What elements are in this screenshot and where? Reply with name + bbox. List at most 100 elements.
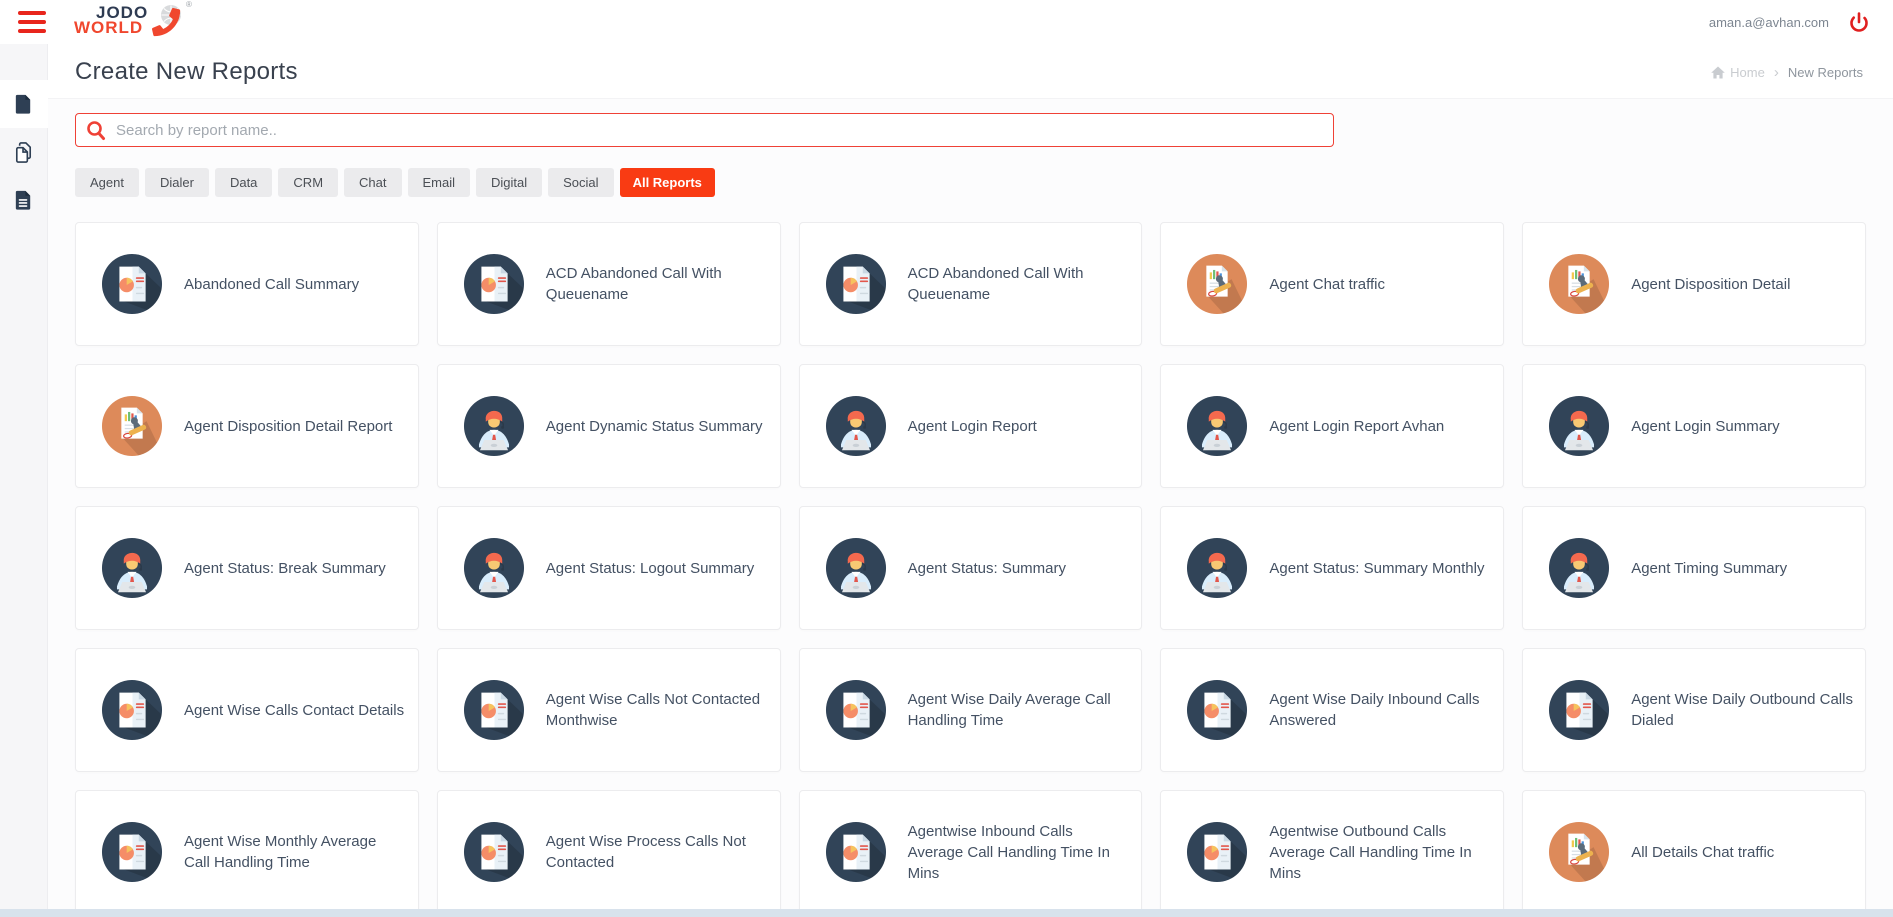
copy-icon — [15, 141, 32, 163]
filter-tab-data[interactable]: Data — [214, 168, 273, 197]
agent-icon — [1548, 395, 1610, 457]
report-card[interactable]: Agent Wise Daily Average Call Handling T… — [798, 648, 1143, 772]
stamp-report-icon — [1548, 821, 1610, 883]
report-card[interactable]: Agent Status: Logout Summary — [436, 506, 781, 630]
doc-report-icon — [101, 821, 163, 883]
logo-line2: WORLD — [74, 18, 144, 37]
agent-icon — [1186, 537, 1248, 599]
filter-tab-email[interactable]: Email — [407, 168, 471, 197]
filter-tabs: Agent Dialer Data CRM Chat Email Digital Social… — [75, 168, 1866, 197]
report-name: Agent Status: Summary — [907, 559, 1066, 577]
report-name: Agent Wise Process Calls Not Contacted — [545, 833, 746, 871]
report-name: Agent Disposition Detail — [1631, 275, 1791, 293]
report-card[interactable]: Agentwise Outbound Calls Average Call Ha… — [1160, 790, 1505, 914]
report-name: Agent Login Report — [907, 417, 1037, 435]
phone-globe-icon — [148, 2, 186, 40]
report-name: Agent Wise Daily Inbound Calls Answered — [1269, 691, 1480, 729]
filter-tab-chat[interactable]: Chat — [344, 168, 402, 197]
report-card[interactable]: Agent Dynamic Status Summary — [436, 364, 781, 488]
doc-report-icon — [463, 679, 525, 741]
reports-grid: Abandoned Call Summary ACD Abandoned Cal… — [75, 222, 1866, 914]
report-card[interactable]: Agent Status: Summary — [798, 506, 1143, 630]
report-card[interactable]: Agent Login Report — [798, 364, 1143, 488]
doc-report-icon — [825, 253, 887, 315]
report-card[interactable]: Agent Wise Calls Not Contacted Monthwise — [436, 648, 781, 772]
sidebar-item-copy-reports[interactable] — [0, 128, 48, 176]
agent-icon — [101, 537, 163, 599]
report-card[interactable]: Abandoned Call Summary — [75, 222, 419, 346]
sidebar-item-report-list[interactable] — [0, 176, 48, 224]
filter-tab-all-reports[interactable]: All Reports — [619, 168, 715, 197]
search-input[interactable] — [75, 113, 1334, 147]
file-text-icon — [15, 190, 31, 210]
report-card[interactable]: Agent Wise Monthly Average Call Handling… — [75, 790, 419, 914]
logo-line1: JODO — [96, 3, 149, 22]
report-name: Agent Timing Summary — [1631, 559, 1788, 577]
agent-icon — [463, 395, 525, 457]
left-sidebar — [0, 44, 48, 917]
hamburger-menu-icon[interactable] — [18, 11, 46, 33]
report-name: Agent Disposition Detail Report — [184, 417, 393, 435]
report-card[interactable]: Agent Timing Summary — [1522, 506, 1866, 630]
report-name: Abandoned Call Summary — [184, 275, 360, 293]
report-card[interactable]: Agent Status: Break Summary — [75, 506, 419, 630]
report-name: Agent Wise Calls Contact Details — [184, 701, 405, 719]
report-name: Agent Chat traffic — [1269, 275, 1386, 293]
report-card[interactable]: Agent Login Summary — [1522, 364, 1866, 488]
report-card[interactable]: Agent Wise Daily Outbound Calls Dialed — [1522, 648, 1866, 772]
breadcrumb: Home › New Reports — [1711, 64, 1863, 81]
logout-power-icon[interactable] — [1847, 10, 1871, 34]
report-name: Agent Wise Daily Outbound Calls Dialed — [1631, 691, 1853, 729]
filter-tab-dialer[interactable]: Dialer — [144, 168, 209, 197]
report-name: Agentwise Outbound Calls Average Call Ha… — [1269, 822, 1472, 882]
filter-tab-agent[interactable]: Agent — [75, 168, 139, 197]
stamp-report-icon — [1186, 253, 1248, 315]
report-name: Agent Wise Monthly Average Call Handling… — [184, 833, 377, 871]
home-icon — [1711, 66, 1725, 78]
report-name: Agent Wise Daily Average Call Handling T… — [907, 691, 1111, 729]
report-name: Agent Wise Calls Not Contacted Monthwise — [545, 691, 761, 729]
filter-tab-crm[interactable]: CRM — [278, 168, 339, 197]
sidebar-item-new-report[interactable] — [0, 80, 48, 128]
filter-tab-social[interactable]: Social — [548, 168, 614, 197]
report-card[interactable]: All Details Chat traffic — [1522, 790, 1866, 914]
report-card[interactable]: Agentwise Inbound Calls Average Call Han… — [798, 790, 1143, 914]
agent-icon — [463, 537, 525, 599]
report-name: ACD Abandoned Call With Queuename — [907, 265, 1084, 303]
jodo-world-logo: JODO WORLD ® — [74, 1, 194, 42]
report-name: Agent Login Report Avhan — [1269, 417, 1445, 435]
report-name: Agent Status: Break Summary — [184, 559, 386, 577]
agent-icon — [1548, 537, 1610, 599]
report-name: Agent Login Summary — [1631, 417, 1780, 435]
page-title: Create New Reports — [75, 58, 298, 85]
doc-report-icon — [463, 821, 525, 883]
report-card[interactable]: Agent Disposition Detail — [1522, 222, 1866, 346]
report-name: All Details Chat traffic — [1631, 843, 1775, 861]
doc-report-icon — [1548, 679, 1610, 741]
report-name: Agentwise Inbound Calls Average Call Han… — [907, 822, 1110, 882]
breadcrumb-separator: › — [1773, 63, 1779, 81]
report-name: ACD Abandoned Call With Queuename — [545, 265, 722, 303]
report-card[interactable]: Agent Chat traffic — [1160, 222, 1505, 346]
report-card[interactable]: Agent Status: Summary Monthly — [1160, 506, 1505, 630]
report-card[interactable]: ACD Abandoned Call With Queuename — [798, 222, 1143, 346]
breadcrumb-current: New Reports — [1787, 64, 1863, 80]
doc-report-icon — [1186, 821, 1248, 883]
doc-report-icon — [101, 679, 163, 741]
file-icon — [15, 94, 31, 114]
breadcrumb-home[interactable]: Home — [1711, 65, 1765, 80]
horizontal-scrollbar[interactable] — [0, 909, 1893, 917]
report-card[interactable]: Agent Disposition Detail Report — [75, 364, 419, 488]
main-content: Create New Reports Home › New Reports — [48, 44, 1893, 917]
report-card[interactable]: Agent Wise Calls Contact Details — [75, 648, 419, 772]
report-card[interactable]: Agent Wise Process Calls Not Contacted — [436, 790, 781, 914]
doc-report-icon — [1186, 679, 1248, 741]
report-card[interactable]: ACD Abandoned Call With Queuename — [436, 222, 781, 346]
report-name: Agent Dynamic Status Summary — [545, 417, 763, 435]
report-card[interactable]: Agent Wise Daily Inbound Calls Answered — [1160, 648, 1505, 772]
stamp-report-icon — [1548, 253, 1610, 315]
report-card[interactable]: Agent Login Report Avhan — [1160, 364, 1505, 488]
filter-tab-digital[interactable]: Digital — [476, 168, 543, 197]
doc-report-icon — [463, 253, 525, 315]
